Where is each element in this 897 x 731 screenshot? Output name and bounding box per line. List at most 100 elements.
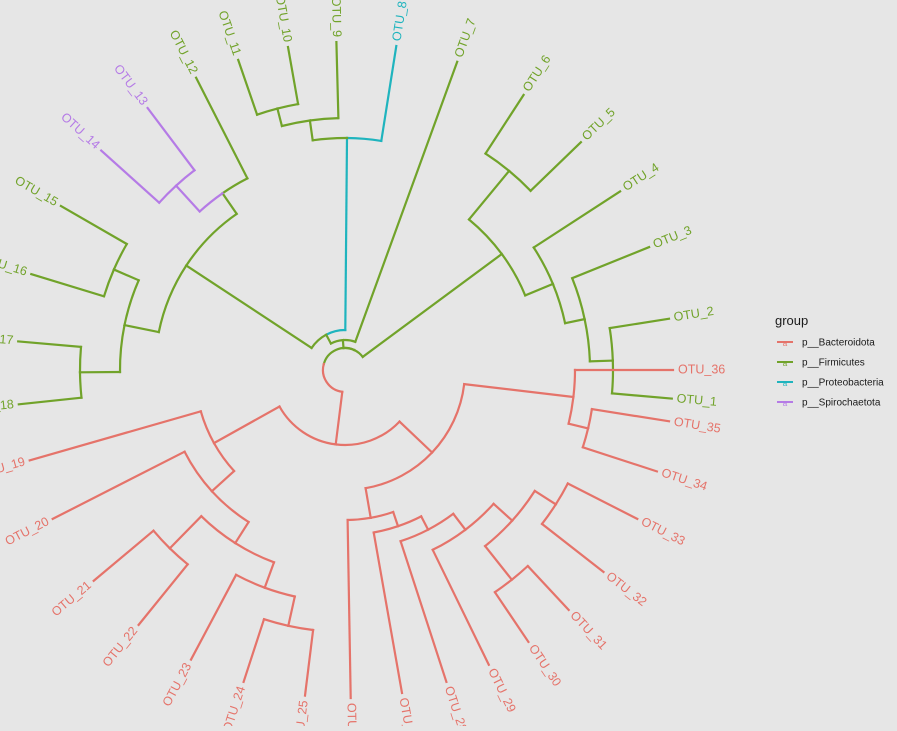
branch-radial [486,95,524,154]
branch-arc [313,138,347,140]
branch-arc [114,244,127,270]
branch-radial [531,142,581,191]
tip-label: OTU_9 [329,0,344,37]
branch-arc [201,411,214,443]
tip-label: OTU_21 [49,578,94,619]
branch-radial [336,392,343,445]
branch-radial [464,384,573,397]
branch-arc [236,575,265,588]
branch-radial [400,422,433,453]
branch-arc [326,330,345,335]
branch-radial [528,566,569,610]
branch-radial [568,484,638,519]
branch-arc [512,491,535,521]
branch-radial [176,186,200,212]
branch-arc [214,443,234,471]
branch-arc [104,270,114,297]
tip-label: OTU_16 [0,251,29,278]
branch-radial [125,325,159,332]
tip-label: OTU_8 [389,0,409,42]
branch-arc [264,619,288,626]
branch-arc [288,626,313,630]
tip-label: OTU_7 [452,17,479,60]
branch-radial [355,62,457,342]
branch-radial [288,597,295,626]
legend-key-glyph: a [783,359,788,368]
branch-arc [553,284,565,323]
tree-branches [18,42,673,698]
branch-arc [331,340,343,343]
branch-arc [428,514,453,530]
branch-radial [363,254,502,357]
branch-radial [18,341,81,347]
branch-radial [348,520,351,698]
branch-arc [154,531,170,549]
branch-arc [398,516,421,526]
branch-arc [465,504,493,530]
branch-radial [186,266,311,349]
branch-arc [573,370,575,397]
branch-radial [542,524,604,572]
branch-radial [191,575,236,660]
branch-radial [214,407,280,444]
branch-arc [371,512,394,518]
branch-arc [569,397,574,424]
tip-label: OTU_2 [673,304,715,324]
tip-label: OTU_25 [291,700,311,726]
branch-radial [305,630,313,696]
branch-radial [345,138,347,330]
branch-radial [381,46,396,141]
branch-radial [212,471,234,491]
branch-arc [257,109,277,115]
branch-arc [343,340,355,342]
branch-radial [30,411,201,460]
branch-arc [556,484,568,505]
branch-arc [277,104,298,109]
branch-radial [101,151,159,203]
branch-arc [185,452,212,492]
branch-arc [374,526,398,532]
legend-label: p__Bacteroidota [802,338,875,349]
branch-arc [170,548,188,564]
branch-arc [80,347,81,372]
branch-arc [542,504,556,524]
branch-radial [525,284,553,296]
branch-arc [433,530,466,550]
branch-arc [212,491,249,522]
branch-radial [569,424,589,429]
tip-label: OTU_1 [676,391,717,408]
branch-radial [453,514,465,530]
branch-radial [494,504,513,521]
branch-radial [170,516,202,548]
branch-arc [310,118,339,120]
branch-radial [534,191,620,247]
tip-label: OTU_34 [660,466,709,494]
branch-radial [572,247,649,278]
branch-arc [159,186,176,203]
branch-arc [512,566,528,580]
branch-arc [612,361,613,394]
tip-label: OTU_23 [160,660,195,708]
legend-key-glyph: a [783,399,788,408]
branch-radial [469,171,509,220]
branch-arc [265,588,295,597]
branch-arc [176,170,194,185]
branch-radial [61,206,127,244]
branch-arc [354,350,363,357]
branch-arc [282,121,310,127]
tip-label: OTU_30 [526,642,564,689]
tip-label: OTU_31 [567,608,609,652]
branch-arc [366,453,433,489]
legend-key-glyph: a [783,339,788,348]
branch-arc [347,138,381,141]
branch-radial [31,274,104,296]
tip-label: OTU_6 [520,53,554,94]
branch-arc [469,220,502,255]
branch-arc [588,409,592,428]
branch-arc [344,348,355,350]
tip-label: OTU_10 [273,0,295,43]
branch-radial [265,562,274,587]
